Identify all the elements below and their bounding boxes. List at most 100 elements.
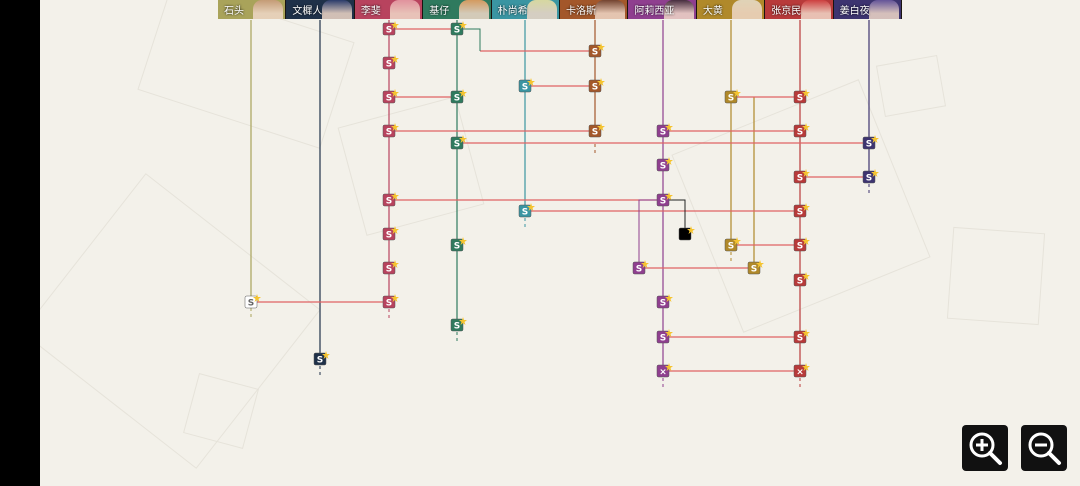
story-node-glyph: S: [386, 231, 392, 241]
story-node[interactable]: S: [382, 21, 399, 36]
story-node[interactable]: S: [382, 294, 399, 309]
story-node[interactable]: S: [862, 135, 879, 150]
character-tab-0[interactable]: 石头: [218, 0, 287, 19]
character-tab-4[interactable]: 朴尚希: [491, 0, 561, 19]
story-node-locked[interactable]: ×: [793, 363, 810, 378]
story-node-glyph: S: [592, 128, 598, 138]
story-node[interactable]: S: [244, 294, 261, 309]
story-node-glyph: S: [386, 265, 392, 275]
story-node-glyph: S: [660, 334, 666, 344]
zoom-in-button[interactable]: [962, 425, 1008, 471]
story-node[interactable]: S: [450, 21, 467, 36]
character-portrait: [458, 0, 489, 19]
star-icon: [597, 43, 605, 51]
story-node[interactable]: S: [656, 192, 673, 207]
character-tab-1[interactable]: 文樨人: [286, 0, 355, 19]
story-node[interactable]: S: [382, 89, 399, 104]
story-node-glyph: S: [797, 128, 803, 138]
story-node[interactable]: S: [382, 226, 399, 241]
story-node-glyph: S: [386, 197, 392, 207]
star-icon: [597, 123, 605, 131]
story-node[interactable]: S: [588, 78, 605, 93]
story-node[interactable]: S: [724, 237, 741, 252]
star-icon: [391, 260, 399, 268]
star-icon: [802, 272, 810, 280]
story-node[interactable]: S: [313, 351, 330, 366]
story-node-glyph: S: [454, 322, 460, 332]
star-icon: [391, 55, 399, 63]
story-node-glyph: S: [797, 208, 803, 218]
story-node-glyph: S: [317, 356, 323, 366]
character-portrait: [663, 0, 694, 19]
story-node[interactable]: S: [747, 260, 764, 275]
story-node[interactable]: S: [793, 272, 810, 287]
story-node-glyph: S: [454, 94, 460, 104]
star-icon: [641, 260, 649, 268]
star-icon: [687, 226, 695, 234]
story-node[interactable]: S: [656, 123, 673, 138]
story-node-box: [793, 330, 807, 344]
story-node[interactable]: S: [793, 123, 810, 138]
star-icon: [733, 237, 741, 245]
story-node-box: [656, 330, 670, 344]
story-node-glyph: S: [592, 48, 598, 58]
star-icon: [802, 89, 810, 97]
story-node-box: [588, 124, 602, 138]
character-tab-6[interactable]: 阿莉西亚: [628, 0, 697, 19]
story-node[interactable]: S: [518, 203, 535, 218]
character-tab-9[interactable]: 姜白夜: [833, 0, 903, 19]
star-icon: [871, 169, 879, 177]
character-name: 基仔: [429, 6, 450, 17]
story-node-box: [678, 227, 692, 241]
story-node[interactable]: S: [656, 157, 673, 172]
character-tab-2[interactable]: 李斐: [354, 0, 424, 19]
story-node[interactable]: S: [793, 237, 810, 252]
character-portrait: [321, 0, 352, 19]
story-node-locked[interactable]: [678, 226, 695, 241]
story-node-box: [382, 227, 396, 241]
character-tab-3[interactable]: 基仔: [423, 0, 492, 19]
story-node[interactable]: S: [793, 89, 810, 104]
story-node-box: [382, 193, 396, 207]
story-node[interactable]: S: [862, 169, 879, 184]
story-node[interactable]: S: [382, 260, 399, 275]
story-node-box: [793, 124, 807, 138]
story-node[interactable]: S: [632, 260, 649, 275]
star-icon: [733, 89, 741, 97]
story-node[interactable]: S: [382, 123, 399, 138]
story-node[interactable]: S: [450, 89, 467, 104]
star-icon: [391, 192, 399, 200]
character-tab-8[interactable]: 张京民: [765, 0, 834, 19]
story-node-box: [518, 204, 532, 218]
story-node-glyph: S: [797, 94, 803, 104]
star-icon: [665, 363, 673, 371]
story-node[interactable]: S: [450, 135, 467, 150]
story-node-box: [450, 22, 464, 36]
story-node[interactable]: S: [588, 43, 605, 58]
story-node[interactable]: S: [450, 317, 467, 332]
story-node-box: [632, 261, 646, 275]
story-node[interactable]: S: [382, 55, 399, 70]
story-node[interactable]: S: [450, 237, 467, 252]
zoom-out-button[interactable]: [1021, 425, 1067, 471]
story-node[interactable]: S: [793, 329, 810, 344]
story-node[interactable]: S: [793, 203, 810, 218]
star-icon: [802, 237, 810, 245]
story-node[interactable]: S: [518, 78, 535, 93]
story-node[interactable]: S: [656, 294, 673, 309]
story-node[interactable]: S: [656, 329, 673, 344]
story-node[interactable]: S: [382, 192, 399, 207]
story-node-glyph: S: [454, 140, 460, 150]
character-tab-5[interactable]: 卡洛斯: [560, 0, 629, 19]
story-node[interactable]: S: [793, 169, 810, 184]
character-tab-7[interactable]: 大黄: [696, 0, 766, 19]
story-node[interactable]: S: [724, 89, 741, 104]
star-icon: [802, 169, 810, 177]
star-icon: [391, 21, 399, 29]
story-node-box: [793, 204, 807, 218]
story-node[interactable]: S: [588, 123, 605, 138]
story-node-box: [382, 90, 396, 104]
character-portrait: [869, 0, 900, 19]
story-node-locked[interactable]: ×: [656, 363, 673, 378]
character-name: 阿莉西亚: [634, 6, 675, 17]
